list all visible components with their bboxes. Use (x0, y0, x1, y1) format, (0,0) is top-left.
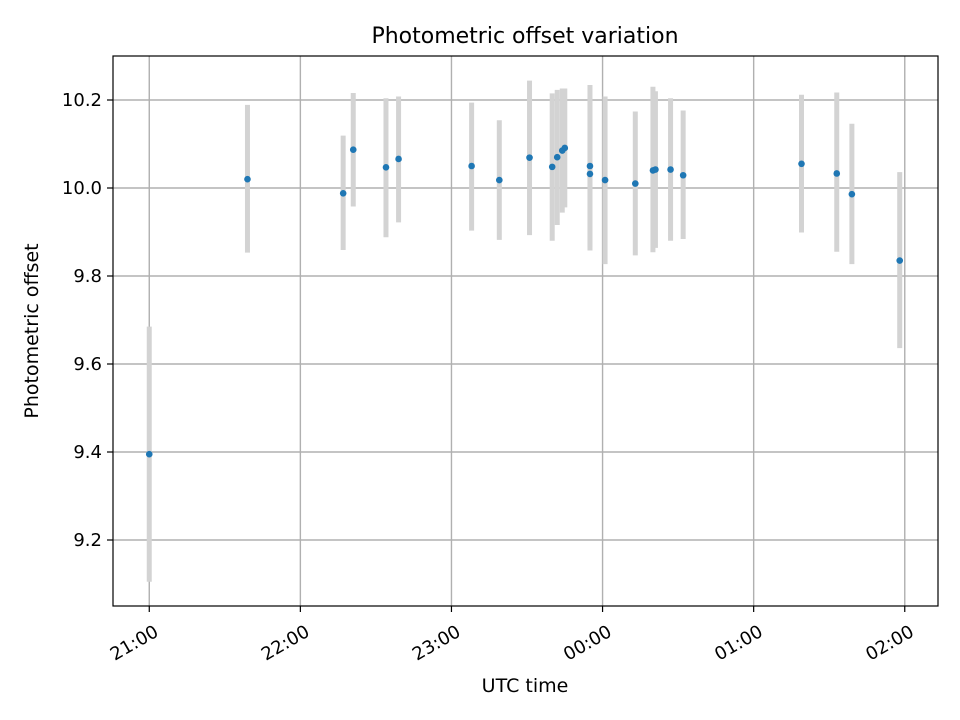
data-point-1 (244, 175, 251, 183)
data-point-9 (548, 163, 556, 171)
y-tick-label: 10.2 (62, 90, 102, 111)
data-point-18 (652, 166, 659, 173)
data-points (145, 144, 904, 458)
data-point-6 (468, 162, 475, 170)
x-axis-label: UTC time (482, 675, 569, 697)
grid (113, 56, 938, 606)
y-axis-ticks: 9.2 9.4 9.6 9.8 10.0 10.2 (62, 90, 113, 551)
chart-title: Photometric offset variation (371, 24, 678, 49)
y-tick-label: 9.8 (73, 266, 102, 287)
data-point-8 (526, 154, 533, 161)
y-axis-label: Photometric offset (21, 243, 43, 418)
data-point-13 (586, 162, 594, 170)
data-point-7 (496, 176, 503, 184)
data-point-22 (833, 170, 841, 177)
data-point-14 (586, 170, 594, 178)
data-point-21 (798, 160, 805, 168)
data-point-23 (848, 190, 856, 198)
y-tick-label: 9.4 (73, 442, 102, 463)
data-point-12 (561, 144, 569, 152)
data-point-10 (553, 153, 561, 161)
data-point-4 (382, 164, 390, 171)
y-tick-label: 10.0 (62, 178, 102, 199)
data-point-19 (667, 166, 674, 173)
data-point-2 (339, 189, 347, 197)
data-point-20 (679, 171, 687, 179)
data-point-24 (896, 257, 904, 264)
data-point-15 (601, 176, 609, 184)
data-point-0 (145, 450, 153, 458)
data-point-5 (395, 155, 402, 163)
y-tick-label: 9.6 (73, 354, 102, 375)
data-point-3 (349, 146, 357, 154)
data-point-16 (631, 180, 639, 187)
plot-frame (112, 55, 939, 607)
y-tick-label: 9.2 (73, 530, 102, 551)
